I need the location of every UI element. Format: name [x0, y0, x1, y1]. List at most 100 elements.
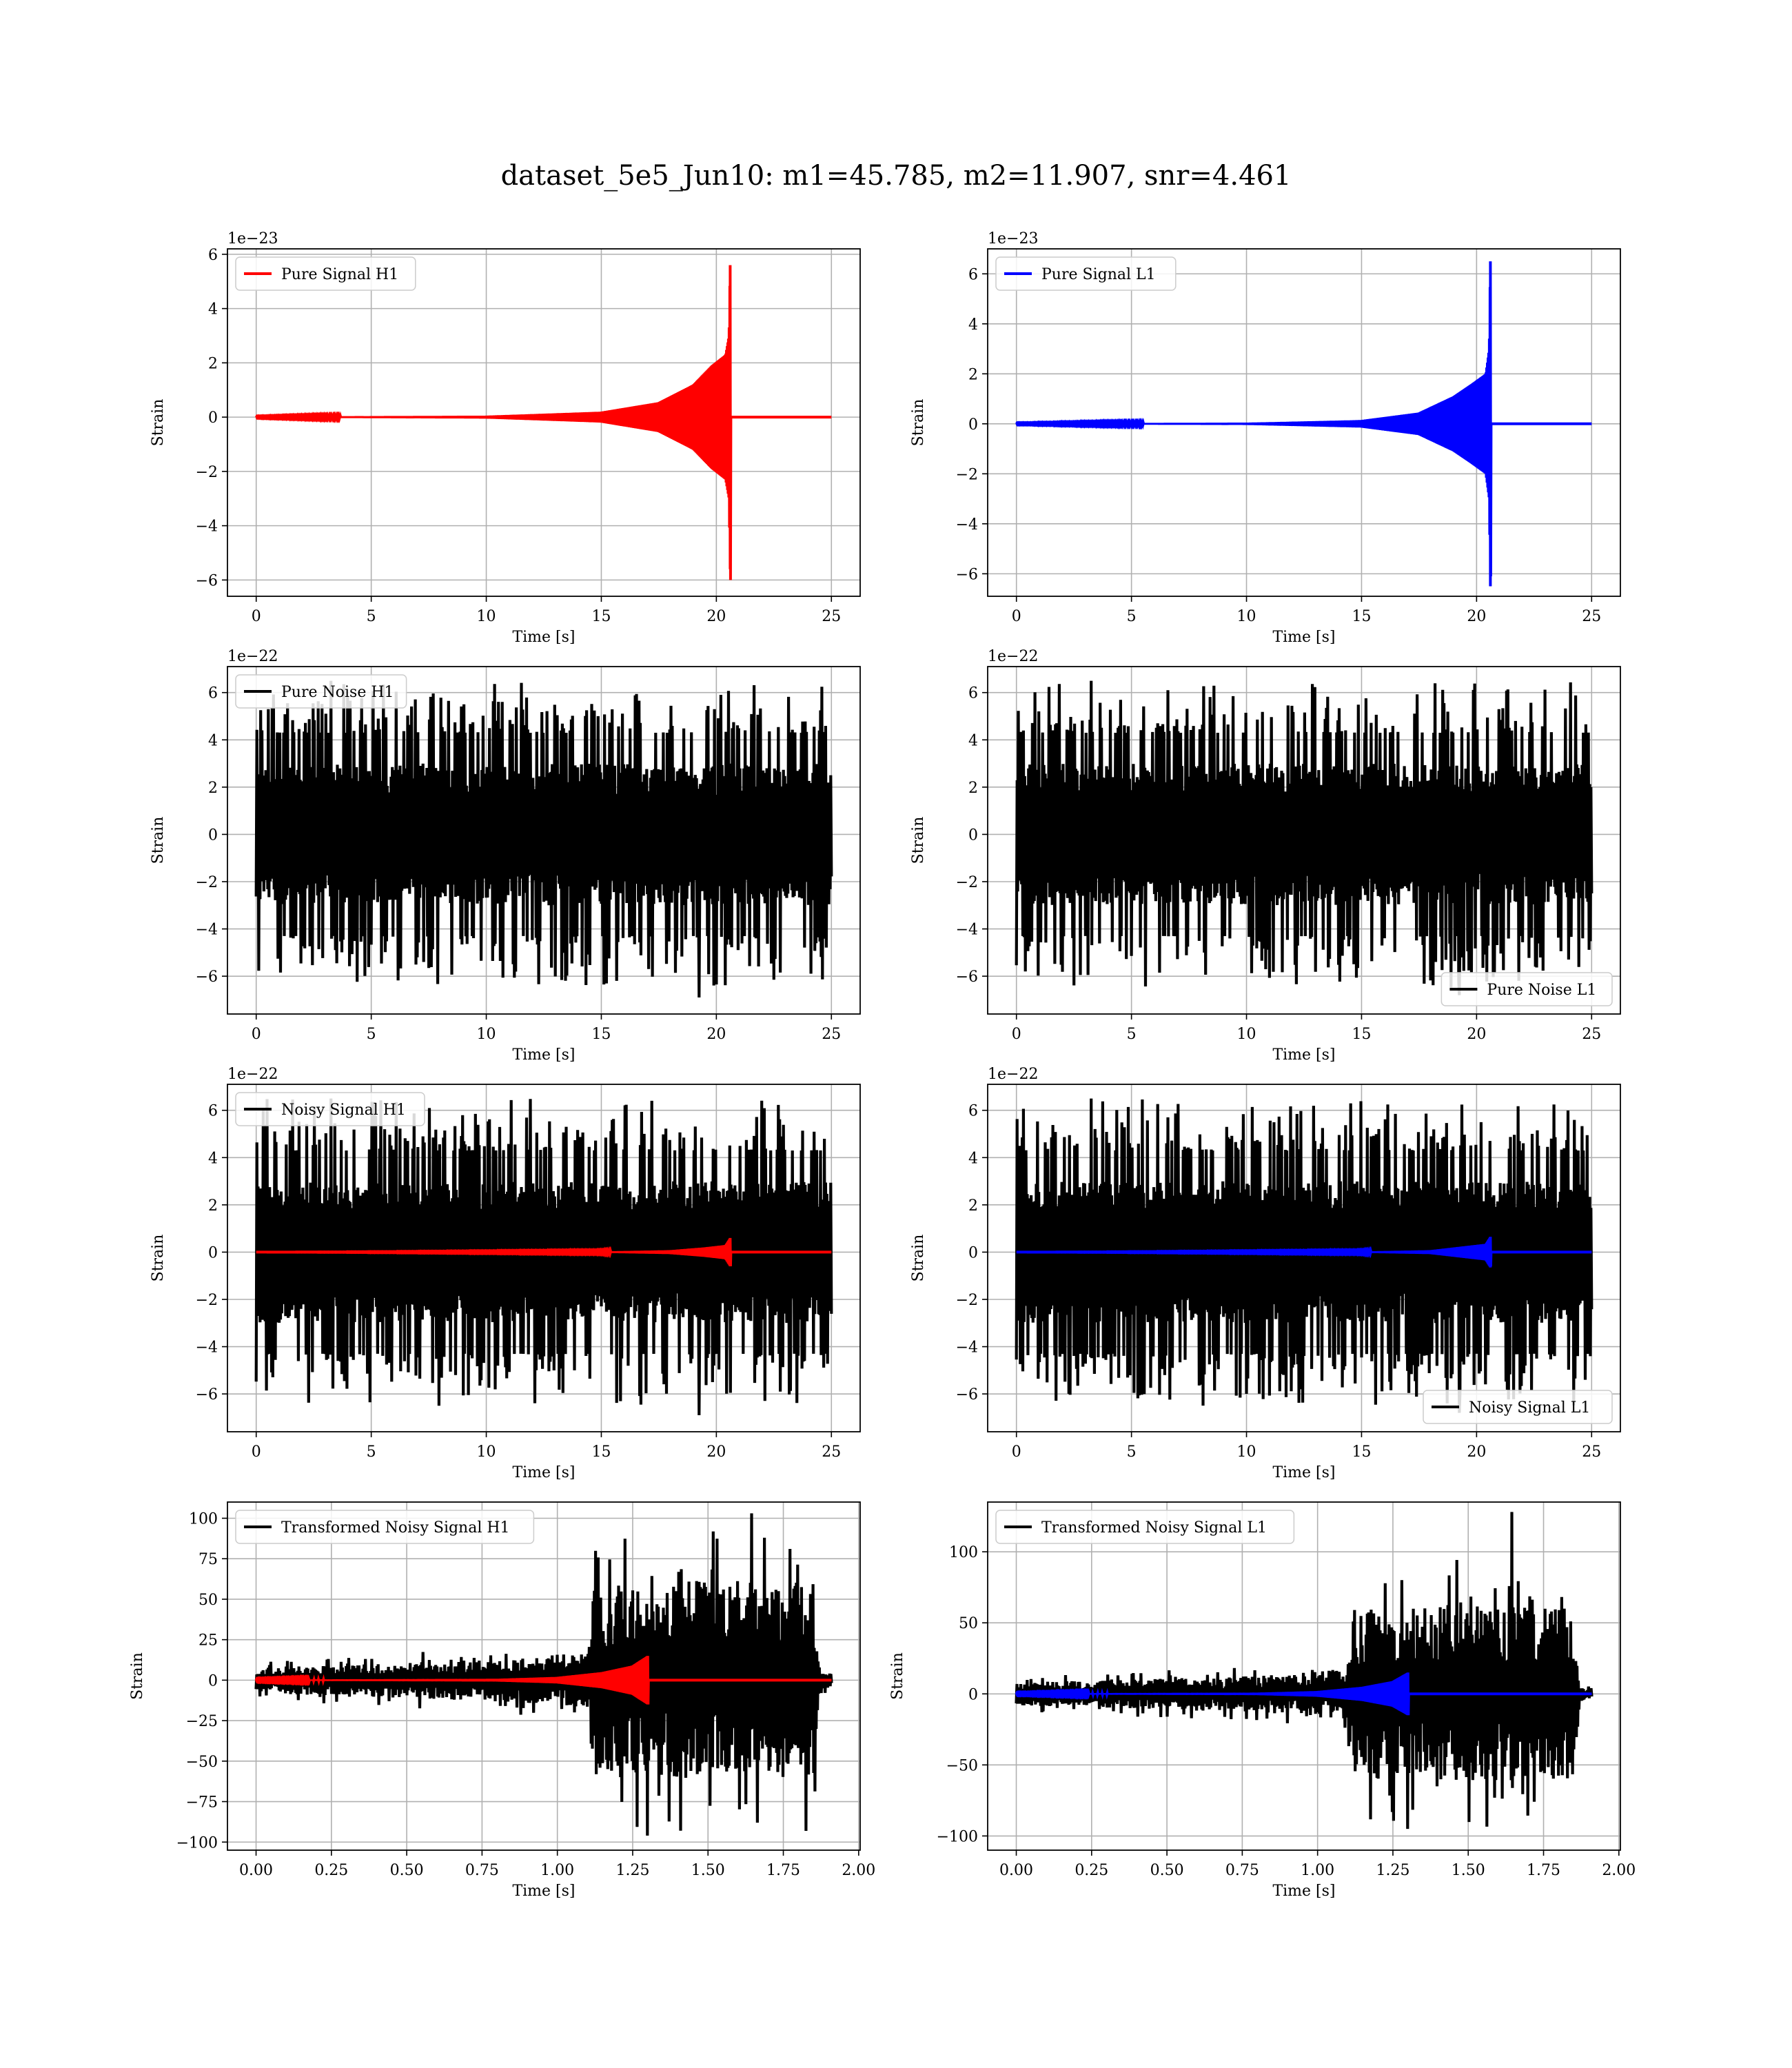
y-tick-label: 100	[949, 1544, 978, 1561]
x-tick-label: 1.75	[766, 1862, 800, 1879]
x-tick-label: 1.50	[691, 1862, 725, 1879]
series-line	[254, 680, 833, 998]
x-tick-label: 0	[1012, 608, 1021, 625]
x-tick-label: 2.00	[842, 1862, 875, 1879]
x-axis-label: Time [s]	[512, 1883, 575, 1900]
y-tick-label: 0	[208, 827, 218, 844]
y-tick-label: −4	[196, 1339, 218, 1357]
chart-panel: 0.00 0.25 0.50 0.75 1.00 1.25 1.50 1.75 2.00 −100…	[129, 1501, 875, 1900]
axes-frame	[987, 666, 1621, 1015]
x-tick-label: 20	[706, 608, 726, 625]
legend-label: Noisy Signal H1	[281, 1102, 406, 1119]
x-tick-label: 0	[1012, 1026, 1021, 1043]
legend-frame	[235, 1092, 425, 1126]
x-tick-label: 25	[1582, 1026, 1601, 1043]
axis-offset-text: 1e−22	[988, 648, 1038, 665]
x-tick-label: 5	[367, 1026, 376, 1043]
y-tick-label: 2	[968, 1197, 978, 1215]
plot-area	[254, 680, 833, 998]
y-tick-label: 0	[968, 1244, 978, 1261]
x-axis-label: Time [s]	[1272, 629, 1335, 646]
axis-offset-text: 1e−23	[988, 230, 1038, 247]
y-tick-label: 4	[208, 732, 218, 749]
y-axis-label: Strain	[910, 1235, 927, 1282]
x-tick-label: 20	[706, 1443, 726, 1461]
y-tick-label: 2	[208, 780, 218, 797]
x-tick-label: 5	[1127, 1443, 1137, 1461]
x-tick-label: 15	[1352, 1443, 1371, 1461]
y-tick-label: 4	[208, 301, 218, 318]
y-tick-label: −50	[946, 1757, 978, 1774]
y-axis-label: Strain	[910, 817, 927, 864]
series-line	[256, 1237, 832, 1267]
y-tick-label: 2	[208, 1197, 218, 1215]
chart-panel: 0 5 10 15 20 25 −6 −4 −2 0 2 4 6 Time [s] Strain 1e−23 P…	[150, 230, 861, 646]
x-tick-label: 0.75	[1225, 1862, 1259, 1879]
x-tick-label: 10	[477, 1026, 496, 1043]
y-tick-label: −4	[956, 1339, 978, 1357]
y-tick-label: 6	[968, 266, 978, 283]
legend-label: Pure Noise H1	[281, 684, 394, 701]
x-axis-label: Time [s]	[1272, 1883, 1335, 1900]
y-tick-label: 100	[189, 1510, 218, 1528]
y-tick-label: −2	[956, 1292, 978, 1309]
legend-label: Pure Signal H1	[281, 266, 398, 283]
y-tick-label: 4	[968, 732, 978, 749]
legend: Noisy Signal H1	[235, 1092, 425, 1126]
x-tick-label: 1.75	[1527, 1862, 1560, 1879]
y-tick-label: 6	[208, 685, 218, 702]
legend-frame	[1423, 1390, 1613, 1424]
legend-label: Transformed Noisy Signal L1	[1041, 1519, 1267, 1537]
y-tick-label: −4	[196, 922, 218, 939]
plot-area	[1015, 1098, 1594, 1413]
legend: Transformed Noisy Signal H1	[235, 1510, 535, 1544]
legend: Transformed Noisy Signal L1	[995, 1510, 1295, 1544]
y-tick-label: 6	[208, 247, 218, 264]
y-tick-label: −4	[956, 922, 978, 939]
x-tick-label: 15	[1352, 608, 1371, 625]
x-tick-label: 1.25	[1376, 1862, 1409, 1879]
x-tick-label: 25	[1582, 1443, 1601, 1461]
y-tick-label: −50	[186, 1754, 218, 1771]
plot-area	[1015, 261, 1592, 587]
y-tick-label: −2	[956, 874, 978, 891]
y-tick-label: −100	[176, 1834, 218, 1852]
y-tick-label: 4	[968, 1150, 978, 1167]
x-tick-label: 15	[1352, 1026, 1371, 1043]
y-axis-label: Strain	[129, 1652, 146, 1700]
y-tick-label: 0	[208, 409, 218, 427]
y-tick-label: −75	[186, 1794, 218, 1812]
axes-frame	[227, 666, 861, 1015]
x-tick-label: 2.00	[1602, 1862, 1636, 1879]
y-tick-label: −6	[196, 969, 218, 986]
x-tick-label: 0.50	[1150, 1862, 1184, 1879]
x-tick-label: 10	[1237, 1026, 1256, 1043]
axes-frame	[987, 1084, 1621, 1432]
y-tick-label: −4	[956, 516, 978, 534]
y-tick-label: 25	[198, 1632, 218, 1650]
y-tick-label: 50	[198, 1592, 218, 1609]
plot-area	[255, 265, 832, 580]
legend: Pure Noise H1	[235, 674, 407, 709]
y-tick-label: 6	[968, 685, 978, 702]
x-tick-label: 0.75	[465, 1862, 499, 1879]
legend-frame	[235, 674, 407, 709]
plot-area	[254, 1513, 833, 1836]
chart-panel: 0 5 10 15 20 25 −6 −4 −2 0 2 4 6 Time [s] Strain 1e−22 P…	[910, 648, 1621, 1064]
series-line	[1015, 261, 1592, 587]
y-tick-label: 75	[198, 1551, 218, 1568]
legend: Pure Signal H1	[235, 256, 416, 291]
axes-frame	[987, 1501, 1621, 1851]
series-line	[254, 1098, 833, 1416]
x-axis-label: Time [s]	[1272, 1464, 1335, 1481]
x-tick-label: 10	[1237, 1443, 1256, 1461]
y-tick-label: 4	[208, 1150, 218, 1167]
legend-frame	[995, 1510, 1295, 1544]
y-tick-label: −2	[956, 466, 978, 483]
plot-area	[1015, 680, 1594, 995]
x-tick-label: 15	[591, 1026, 611, 1043]
legend-label: Pure Signal L1	[1041, 266, 1156, 283]
chart-panel: 0 5 10 15 20 25 −6 −4 −2 0 2 4 6 Time [s] Strain 1e−22 N…	[150, 1066, 861, 1481]
